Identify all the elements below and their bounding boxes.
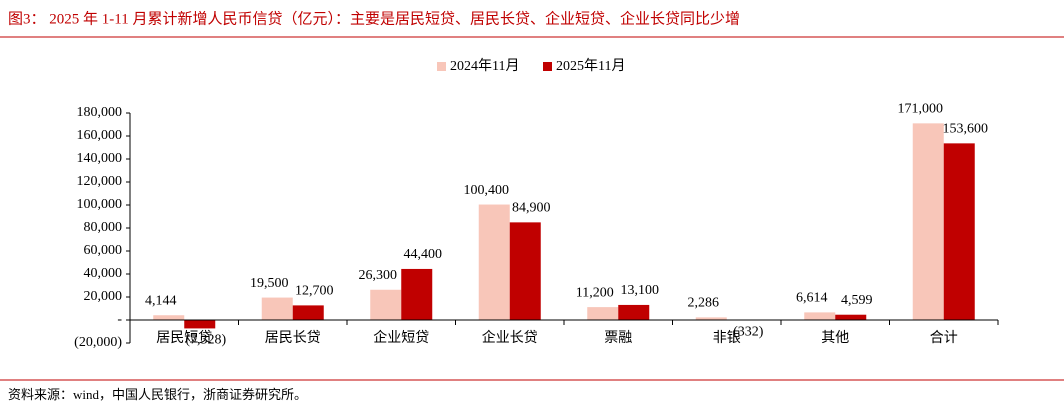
data-label: 171,000 <box>898 102 944 117</box>
bar <box>370 289 402 320</box>
data-label: 4,599 <box>841 293 873 308</box>
x-tick-label: 票融 <box>604 330 632 346</box>
data-label: 26,300 <box>359 268 398 283</box>
bar <box>478 204 510 320</box>
data-label: 12,700 <box>295 284 334 299</box>
y-tick-label: 140,000 <box>77 151 123 166</box>
y-tick-label: 100,000 <box>77 197 123 212</box>
bar <box>587 307 619 320</box>
data-label: 44,400 <box>404 247 443 262</box>
data-label: 11,200 <box>576 285 614 300</box>
chart-title: 图3： 2025 年 1-11 月累计新增人民币信贷（亿元）：主要是居民短贷、居… <box>8 9 740 27</box>
y-tick-label: - <box>117 312 122 327</box>
data-label: 100,400 <box>464 183 510 198</box>
data-label: 153,600 <box>943 122 989 137</box>
x-tick-label: 非银 <box>713 330 741 346</box>
bar <box>835 314 867 320</box>
x-tick-label: 企业长贷 <box>482 329 538 346</box>
y-tick-label: 40,000 <box>84 266 123 281</box>
data-label: 4,144 <box>145 293 177 308</box>
y-tick-label: 180,000 <box>77 105 123 120</box>
bar <box>509 222 541 320</box>
bar <box>153 315 185 320</box>
data-label: 6,614 <box>796 291 828 306</box>
data-label: 84,900 <box>512 201 551 216</box>
bar <box>912 123 944 320</box>
y-tick-label: (20,000) <box>74 335 122 350</box>
bar <box>261 297 293 320</box>
data-label: (7,328) <box>185 333 226 348</box>
source-note: 资料来源：wind，中国人民银行，浙商证券研究所。 <box>8 387 307 402</box>
y-tick-label: 80,000 <box>84 220 123 235</box>
data-label: 13,100 <box>621 283 660 298</box>
legend-swatch <box>543 62 552 71</box>
legend-label: 2025年11月 <box>556 58 625 74</box>
y-tick-label: 60,000 <box>84 243 123 258</box>
data-label: 2,286 <box>688 296 720 311</box>
x-tick-label: 居民短贷 <box>156 330 212 346</box>
x-tick-label: 其他 <box>821 330 849 346</box>
x-tick-label: 企业短贷 <box>373 329 429 346</box>
bar <box>618 304 650 320</box>
bar <box>184 320 216 329</box>
x-tick-label: 居民长贷 <box>265 330 321 346</box>
bar <box>943 143 975 320</box>
legend-label: 2024年11月 <box>450 58 519 74</box>
data-label: 19,500 <box>250 276 289 291</box>
y-tick-label: 160,000 <box>77 128 123 143</box>
data-label: (332) <box>733 325 764 340</box>
y-tick-label: 20,000 <box>84 289 123 304</box>
bar <box>695 317 727 320</box>
bar <box>292 305 324 320</box>
x-tick-label: 合计 <box>930 330 958 346</box>
bar <box>804 312 836 320</box>
legend-swatch <box>437 62 446 71</box>
y-tick-label: 120,000 <box>77 174 123 189</box>
bar <box>401 268 433 320</box>
